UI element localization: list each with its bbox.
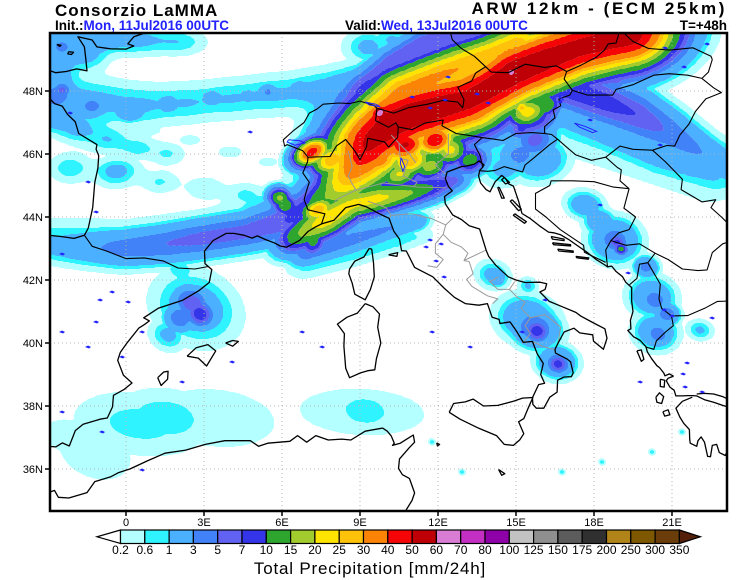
svg-text:9E: 9E: [353, 517, 366, 529]
svg-text:6E: 6E: [275, 517, 288, 529]
svg-text:42N: 42N: [23, 275, 43, 287]
svg-text:10: 10: [260, 543, 274, 557]
svg-text:15: 15: [284, 543, 298, 557]
svg-text:250: 250: [621, 543, 641, 557]
svg-text:350: 350: [669, 543, 689, 557]
svg-text:125: 125: [524, 543, 544, 557]
svg-text:30: 30: [357, 543, 371, 557]
svg-text:50: 50: [405, 543, 419, 557]
svg-text:25: 25: [333, 543, 347, 557]
svg-text:20: 20: [308, 543, 322, 557]
svg-text:0: 0: [123, 517, 129, 529]
svg-text:36N: 36N: [23, 464, 43, 476]
svg-text:T=+48h: T=+48h: [680, 18, 727, 33]
svg-text:100: 100: [499, 543, 519, 557]
svg-text:Init.:Mon, 11Jul2016 00UTC: Init.:Mon, 11Jul2016 00UTC: [55, 18, 229, 33]
svg-text:175: 175: [572, 543, 592, 557]
svg-text:Valid:Wed, 13Jul2016 00UTC: Valid:Wed, 13Jul2016 00UTC: [345, 18, 528, 33]
svg-text:48N: 48N: [23, 86, 43, 98]
svg-text:21E: 21E: [662, 517, 682, 529]
svg-text:200: 200: [596, 543, 616, 557]
svg-text:0.2: 0.2: [112, 543, 129, 557]
svg-text:Total Precipitation [mm/24h]: Total Precipitation [mm/24h]: [254, 559, 486, 578]
svg-text:38N: 38N: [23, 401, 43, 413]
svg-text:3: 3: [190, 543, 197, 557]
svg-text:60: 60: [430, 543, 444, 557]
svg-text:300: 300: [645, 543, 665, 557]
svg-text:46N: 46N: [23, 149, 43, 161]
svg-text:80: 80: [478, 543, 492, 557]
svg-text:0.6: 0.6: [136, 543, 153, 557]
svg-text:12E: 12E: [428, 517, 448, 529]
svg-text:40N: 40N: [23, 338, 43, 350]
svg-text:ARW 12km - (ECM 25km): ARW 12km - (ECM 25km): [471, 0, 727, 18]
svg-text:150: 150: [548, 543, 568, 557]
svg-text:5: 5: [214, 543, 221, 557]
svg-text:70: 70: [454, 543, 468, 557]
svg-text:3E: 3E: [197, 517, 210, 529]
svg-text:Consorzio LaMMA: Consorzio LaMMA: [55, 1, 218, 20]
svg-text:7: 7: [239, 543, 246, 557]
svg-text:18E: 18E: [584, 517, 604, 529]
svg-text:1: 1: [166, 543, 173, 557]
svg-text:15E: 15E: [506, 517, 526, 529]
svg-text:44N: 44N: [23, 212, 43, 224]
svg-text:40: 40: [381, 543, 395, 557]
